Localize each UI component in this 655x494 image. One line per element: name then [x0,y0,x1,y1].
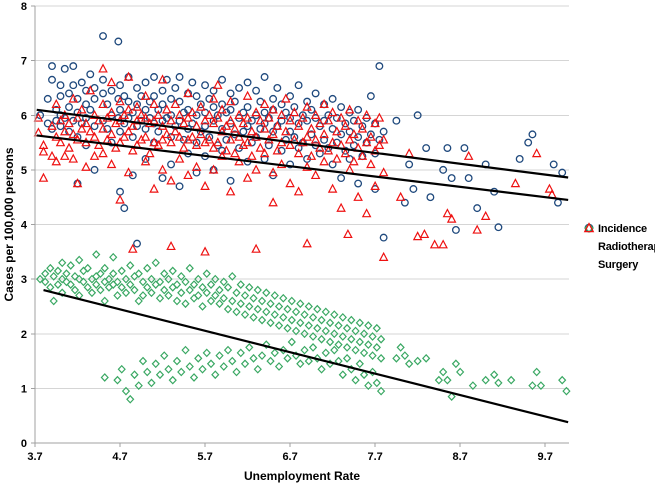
series-incidence [36,32,567,248]
y-tick-label: 5 [21,165,27,177]
x-tick-label: 9.7 [538,451,553,463]
x-tick-label: 6.7 [282,451,297,463]
trend-lines [36,108,569,424]
axes [31,5,569,447]
y-tick-label: 8 [21,1,27,13]
y-tick-label: 7 [21,56,27,68]
legend: Incidence Radiotherapy Surgery [583,222,655,271]
tick-labels: 0 1 2 3 4 5 6 7 8 3.7 4.7 5.7 6.7 7.7 8.7 9.7 [21,1,553,463]
y-tick-label: 6 [21,110,27,122]
x-axis-title: Unemployment Rate [244,469,360,483]
series-radiotherapy [35,250,571,404]
legend-item-radiotherapy: Radiotherapy [583,223,655,253]
y-axis-title: Cases per 100,000 persons [2,147,16,301]
legend-item-surgery: Surgery [583,222,655,271]
legend-label-surgery: Surgery [598,258,639,271]
surgery-triangle-icon [583,222,595,271]
y-tick-label: 3 [21,274,27,286]
y-tick-label: 4 [21,220,28,232]
x-tick-label: 8.7 [453,451,468,463]
series-surgery [33,63,557,261]
x-tick-label: 3.7 [27,451,42,463]
x-tick-label: 4.7 [112,451,127,463]
trendline-surgery [36,134,569,202]
legend-label-radiotherapy: Radiotherapy [598,240,655,253]
x-tick-label: 5.7 [197,451,212,463]
y-tick-label: 2 [21,329,27,341]
y-tick-label: 0 [21,438,27,450]
legend-label-incidence: Incidence [598,222,647,235]
x-tick-label: 7.7 [367,451,382,463]
trendline-radiotherapy [43,288,569,424]
trendline-incidence [36,108,569,179]
radiotherapy-diamond-icon [583,223,595,253]
y-tick-label: 1 [21,383,27,395]
gridlines [35,5,569,389]
